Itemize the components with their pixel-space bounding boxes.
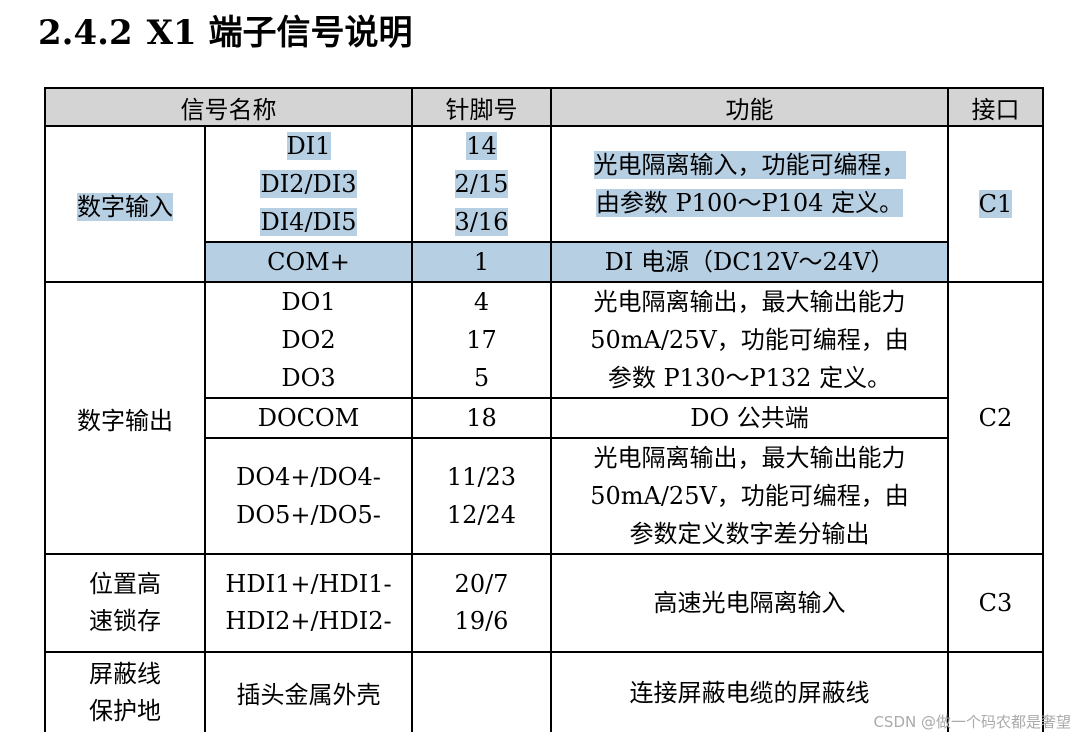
col-header-pin: 针脚号 (411, 87, 552, 127)
do-pin-2: 17 (466, 326, 497, 354)
watermark: CSDN @做一个码农都是奢望 (873, 713, 1071, 731)
signal-table: 信号名称 针脚号 功能 接口 数字输入 DI1 DI2/DI3 DI4/DI5 … (44, 87, 1044, 732)
hdi-pin-1: 20/7 (454, 570, 509, 598)
interface-c3: C3 (947, 553, 1044, 653)
group-shield: 屏蔽线 保护地 (44, 651, 206, 732)
interface-c1: C1 (947, 125, 1044, 283)
do-pin-3: 5 (473, 364, 490, 392)
do-pins-cell: 4 17 5 (411, 281, 552, 399)
interface-c2: C2 (947, 281, 1044, 555)
table-header-row: 信号名称 针脚号 功能 接口 (44, 87, 1044, 127)
table-row: COM+ 1 DI 电源（DC12V～24V） (45, 241, 1043, 283)
do45-function-line-2: 50mA/25V，功能可编程，由 (590, 482, 909, 510)
com-pin: 1 (411, 241, 552, 283)
table-row: 屏蔽线 保护地 插头金属外壳 连接屏蔽电缆的屏蔽线 (44, 651, 1044, 732)
latch-group-line-2: 速锁存 (89, 607, 161, 635)
do45-pins-cell: 11/23 12/24 (411, 437, 552, 555)
di-pin-2: 2/15 (454, 170, 509, 198)
di-pin-3: 3/16 (454, 208, 509, 236)
di-signal-3: DI4/DI5 (260, 208, 357, 236)
di-function-line-2: 由参数 P100～P104 定义。 (595, 189, 904, 217)
com-signal: COM+ (204, 241, 413, 283)
di-pins-cell: 14 2/15 3/16 (411, 125, 552, 243)
section-title: X1 端子信号说明 (146, 13, 413, 53)
hdi-pin-2: 19/6 (454, 607, 509, 635)
group-latch: 位置高 速锁存 (44, 553, 206, 653)
shield-pin (411, 651, 552, 732)
do45-signals-cell: DO4+/DO4- DO5+/DO5- (204, 437, 413, 555)
table-row: 位置高 速锁存 HDI1+/HDI1- HDI2+/HDI2- 20/7 19/… (44, 553, 1044, 653)
hdi-signal-1: HDI1+/HDI1- (225, 570, 392, 598)
do45-signal-1: DO4+/DO4- (236, 463, 381, 491)
group-digital-output: 数字输出 (44, 281, 206, 555)
docom-function: DO 公共端 (550, 397, 949, 439)
latch-group-line-1: 位置高 (89, 570, 161, 598)
do-function-line-2: 50mA/25V，功能可编程，由 (590, 326, 909, 354)
table-row: DO4+/DO4- DO5+/DO5- 11/23 12/24 光电隔离输出，最… (45, 437, 1043, 555)
di-function-line-1: 光电隔离输入，功能可编程， (593, 151, 906, 179)
do45-function-line-1: 光电隔离输出，最大输出能力 (593, 444, 906, 472)
table-row: 数字输入 DI1 DI2/DI3 DI4/DI5 14 2/15 3/16 光电… (44, 125, 1044, 283)
do-function-line-3: 参数 P130～P132 定义。 (607, 364, 892, 392)
docom-pin: 18 (411, 397, 552, 439)
do45-signal-2: DO5+/DO5- (236, 501, 381, 529)
di-function-cell: 光电隔离输入，功能可编程， 由参数 P100～P104 定义。 (550, 125, 949, 243)
hdi-signals-cell: HDI1+/HDI1- HDI2+/HDI2- (204, 553, 413, 653)
do-pin-1: 4 (473, 288, 490, 316)
shield-signal: 插头金属外壳 (204, 651, 413, 732)
table-row: 数字输出 DO1 DO2 DO3 4 17 5 光电隔离输出，最大输出能力 50… (44, 281, 1044, 555)
hdi-function: 高速光电隔离输入 (550, 553, 949, 653)
di-signals-cell: DI1 DI2/DI3 DI4/DI5 (204, 125, 413, 243)
col-header-function: 功能 (550, 87, 949, 127)
do-signals-cell: DO1 DO2 DO3 (204, 281, 413, 399)
section-heading: 2.4.2 X1 端子信号说明 (38, 8, 427, 58)
di-signal-2: DI2/DI3 (260, 170, 357, 198)
do-signal-1: DO1 (281, 288, 336, 316)
do-signal-2: DO2 (281, 326, 336, 354)
do45-function-cell: 光电隔离输出，最大输出能力 50mA/25V，功能可编程，由 参数定义数字差分输… (550, 437, 949, 555)
section-number: 2.4.2 (38, 13, 133, 53)
col-header-interface: 接口 (947, 87, 1044, 127)
group-digital-input: 数字输入 (44, 125, 206, 283)
do45-pin-2: 12/24 (446, 501, 517, 529)
shield-group-line-1: 屏蔽线 (89, 659, 161, 688)
hdi-pins-cell: 20/7 19/6 (411, 553, 552, 653)
do45-function-line-3: 参数定义数字差分输出 (629, 520, 870, 548)
hdi-signal-2: HDI2+/HDI2- (225, 607, 392, 635)
shield-function: 连接屏蔽电缆的屏蔽线 (550, 651, 949, 732)
do-function-cell: 光电隔离输出，最大输出能力 50mA/25V，功能可编程，由 参数 P130～P… (550, 281, 949, 399)
docom-signal: DOCOM (204, 397, 413, 439)
di-pin-1: 14 (466, 132, 497, 160)
do45-pin-1: 11/23 (446, 463, 517, 491)
shield-group-line-2: 保护地 (89, 696, 161, 725)
di-signal-1: DI1 (286, 132, 331, 160)
shield-interface (947, 651, 1044, 732)
do-function-line-1: 光电隔离输出，最大输出能力 (593, 288, 906, 316)
table-row: DOCOM 18 DO 公共端 (45, 397, 1043, 439)
com-function: DI 电源（DC12V～24V） (550, 241, 949, 283)
col-header-signal: 信号名称 (44, 87, 413, 127)
do-signal-3: DO3 (281, 364, 336, 392)
